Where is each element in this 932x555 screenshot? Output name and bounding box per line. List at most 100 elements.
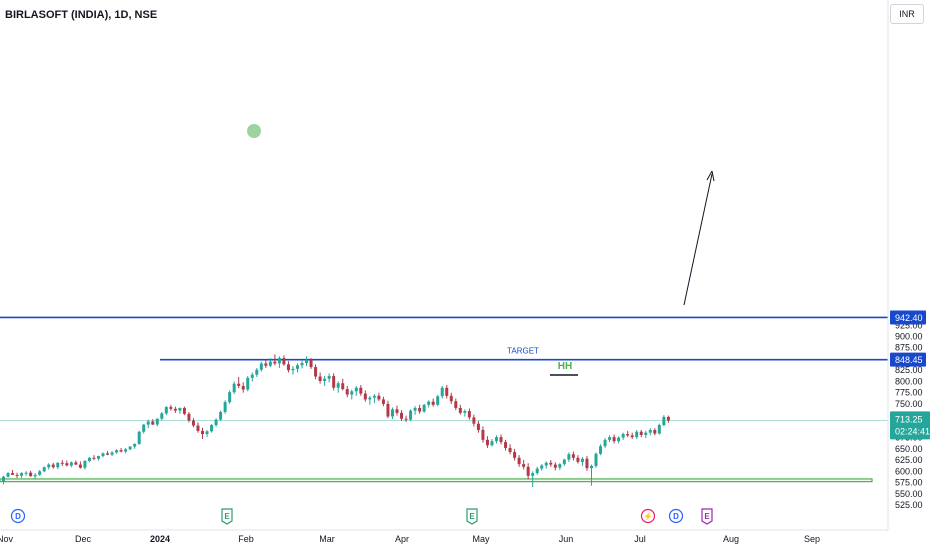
candle-body[interactable] [363, 393, 367, 400]
candle-body[interactable] [558, 464, 562, 468]
candle-body[interactable] [51, 464, 55, 468]
candle-body[interactable] [101, 453, 105, 457]
projection-arrow[interactable] [683, 173, 713, 306]
candle-body[interactable] [662, 416, 666, 426]
candle-body[interactable] [305, 359, 309, 364]
candle-body[interactable] [657, 425, 661, 434]
candle-body[interactable] [78, 464, 82, 468]
candle-body[interactable] [155, 418, 159, 425]
candle-body[interactable] [205, 431, 209, 435]
candle-body[interactable] [653, 429, 657, 434]
candle-body[interactable] [33, 474, 37, 477]
upcoming-earnings-marker[interactable] [701, 508, 713, 525]
candle-body[interactable] [237, 383, 241, 386]
candle-body[interactable] [2, 476, 5, 482]
candle-body[interactable] [169, 407, 173, 409]
candle-body[interactable] [300, 363, 304, 366]
candle-body[interactable] [621, 434, 625, 438]
candle-body[interactable] [223, 402, 227, 412]
candle-body[interactable] [314, 367, 318, 377]
candle-body[interactable] [562, 459, 566, 465]
candle-body[interactable] [445, 387, 449, 396]
candle-body[interactable] [418, 407, 422, 412]
candle-body[interactable] [359, 387, 363, 394]
candle-body[interactable] [246, 377, 250, 390]
candle-body[interactable] [567, 454, 571, 460]
candle-body[interactable] [350, 391, 354, 395]
candle-body[interactable] [476, 423, 480, 430]
candle-body[interactable] [323, 378, 327, 381]
candle-body[interactable] [594, 453, 598, 466]
candle-body[interactable] [580, 458, 584, 462]
candle-body[interactable] [60, 462, 64, 464]
candle-body[interactable] [585, 458, 589, 469]
candle-body[interactable] [472, 417, 476, 424]
candle-body[interactable] [481, 429, 485, 440]
candle-body[interactable] [160, 413, 164, 419]
candle-body[interactable] [332, 376, 336, 388]
split-marker[interactable] [640, 508, 656, 524]
candle-body[interactable] [485, 439, 489, 446]
candle-body[interactable] [440, 387, 444, 397]
candle-body[interactable] [341, 383, 345, 390]
candle-body[interactable] [400, 412, 404, 419]
candle-body[interactable] [381, 399, 385, 404]
candle-body[interactable] [56, 462, 60, 468]
candle-body[interactable] [87, 457, 91, 461]
candle-body[interactable] [187, 413, 191, 421]
candle-body[interactable] [368, 397, 372, 400]
candle-body[interactable] [110, 452, 114, 455]
candle-body[interactable] [395, 409, 399, 413]
candle-body[interactable] [255, 369, 259, 375]
candle-body[interactable] [409, 410, 413, 420]
candle-body[interactable] [617, 437, 621, 442]
candle-body[interactable] [164, 407, 168, 414]
candle-body[interactable] [250, 374, 254, 378]
candle-body[interactable] [522, 464, 526, 467]
candle-body[interactable] [124, 449, 128, 452]
candle-body[interactable] [635, 431, 639, 438]
currency-selector[interactable]: INR [890, 4, 924, 24]
candle-body[interactable] [273, 361, 277, 364]
support-zone[interactable] [0, 478, 873, 483]
candle-body[interactable] [571, 454, 575, 458]
candle-body[interactable] [386, 403, 390, 417]
candle-body[interactable] [626, 434, 630, 436]
candle-body[interactable] [191, 420, 195, 426]
candle-body[interactable] [282, 358, 286, 365]
candle-body[interactable] [277, 358, 281, 364]
candle-body[interactable] [589, 465, 593, 469]
candle-body[interactable] [295, 365, 299, 369]
candle-body[interactable] [504, 442, 508, 448]
candle-body[interactable] [630, 435, 634, 438]
candle-body[interactable] [137, 431, 141, 444]
candle-body[interactable] [69, 462, 73, 466]
candle-body[interactable] [210, 425, 214, 432]
candle-body[interactable] [291, 368, 295, 371]
candle-body[interactable] [11, 473, 15, 475]
candle-body[interactable] [454, 401, 458, 408]
candle-body[interactable] [436, 396, 440, 405]
candle-body[interactable] [377, 395, 381, 400]
candle-body[interactable] [599, 446, 603, 454]
candle-body[interactable] [241, 385, 245, 390]
earnings-marker[interactable] [221, 508, 233, 525]
candle-body[interactable] [458, 407, 462, 413]
candle-body[interactable] [449, 395, 453, 402]
candle-body[interactable] [146, 421, 150, 425]
candle-body[interactable] [508, 447, 512, 452]
candle-body[interactable] [178, 407, 182, 411]
candle-body[interactable] [142, 424, 146, 432]
candle-body[interactable] [372, 395, 376, 398]
dividend-marker[interactable] [668, 508, 684, 524]
earnings-marker[interactable] [466, 508, 478, 525]
candle-body[interactable] [404, 418, 408, 420]
candle-body[interactable] [232, 383, 236, 393]
candle-body[interactable] [608, 437, 612, 440]
candle-body[interactable] [219, 411, 223, 420]
candle-body[interactable] [495, 437, 499, 442]
candle-body[interactable] [612, 437, 616, 442]
candle-body[interactable] [427, 401, 431, 405]
candle-body[interactable] [309, 359, 313, 368]
